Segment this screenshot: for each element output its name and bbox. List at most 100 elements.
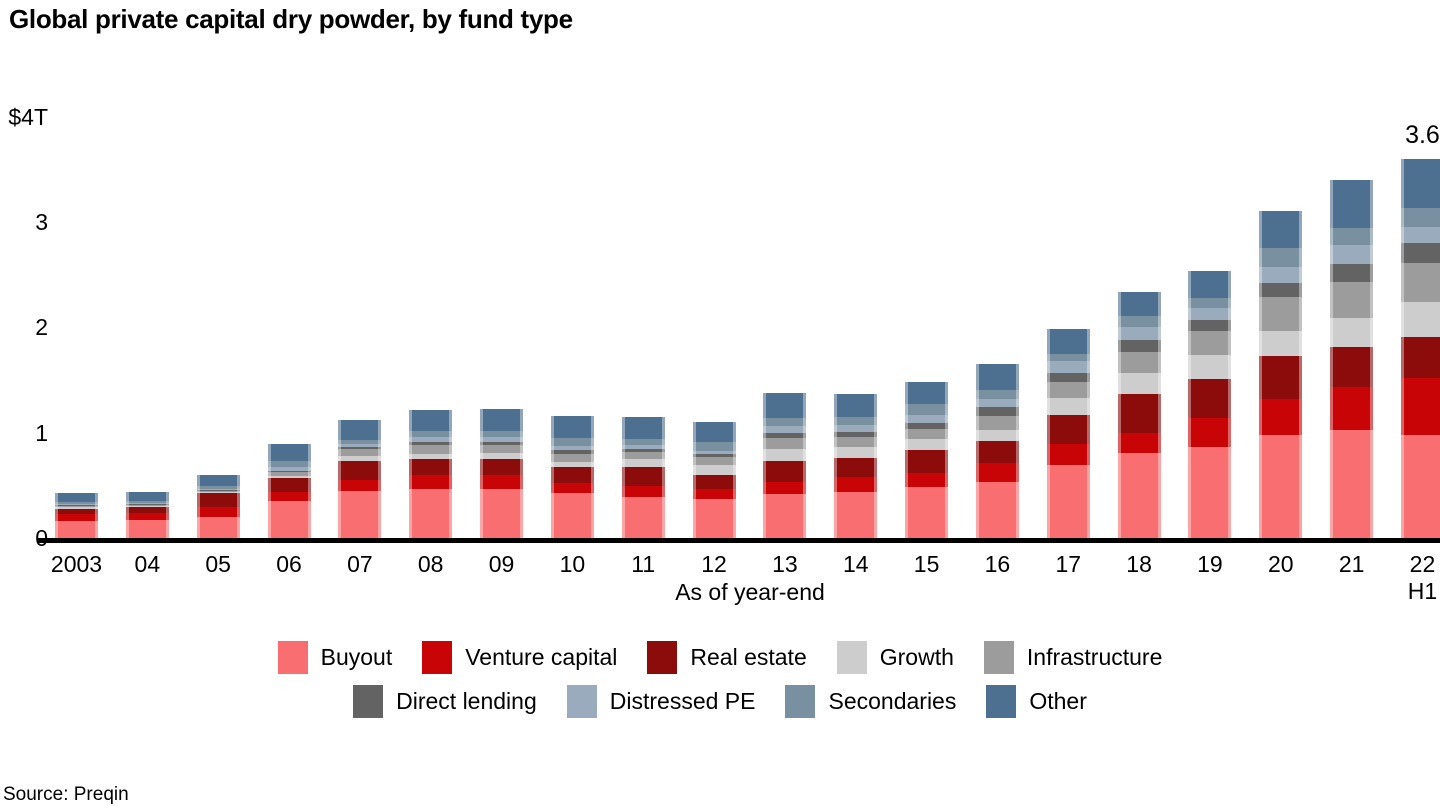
bar-segment-other: [692, 422, 736, 443]
bar-segment-direct-lending: [409, 442, 453, 446]
bar-segment-distressed-pe: [621, 445, 665, 449]
legend-item: Venture capital: [422, 641, 617, 674]
bar-segment-venture-capital: [409, 474, 453, 489]
bar-segment-growth: [621, 459, 665, 468]
legend-item: Secondaries: [785, 685, 956, 718]
bar-segment-venture-capital: [1330, 387, 1374, 430]
bar-segment-direct-lending: [1400, 243, 1440, 264]
x-tick-label: 14: [842, 551, 869, 577]
bar-segment-real-estate: [621, 467, 665, 487]
bar-segment-growth: [1400, 302, 1440, 337]
x-tick-label: 22 H1: [1382, 551, 1440, 605]
bar-segment-buyout: [196, 516, 240, 538]
bar-segment-secondaries: [196, 486, 240, 489]
bar-segment-real-estate: [409, 459, 453, 475]
legend-swatch: [983, 641, 1014, 674]
legend-row-2: Direct lending Distressed PE Secondaries Ot…: [0, 685, 1440, 718]
bar-segment-real-estate: [1400, 336, 1440, 378]
bar-segment-other: [409, 409, 453, 431]
bar-segment-distressed-pe: [1046, 361, 1090, 373]
bar-segment-venture-capital: [1400, 377, 1440, 435]
bar-segment-secondaries: [1117, 315, 1161, 328]
bar-segment-real-estate: [834, 457, 878, 477]
bar-10: [550, 415, 594, 539]
bar-05: [196, 474, 240, 539]
legend-item: Infrastructure: [983, 641, 1163, 674]
x-tick-label: 09: [488, 551, 515, 577]
bar-segment-buyout: [763, 493, 807, 538]
bar-segment-other: [1400, 158, 1440, 209]
legend-swatch: [422, 641, 453, 674]
legend-label: Distressed PE: [609, 688, 756, 714]
bar-segment-secondaries: [480, 430, 524, 437]
bar-segment-venture-capital: [550, 483, 594, 493]
x-tick-label: 07: [347, 551, 373, 577]
bar-segment-buyout: [905, 487, 949, 538]
bar-segment-secondaries: [125, 501, 169, 504]
bar-segment-growth: [1046, 397, 1090, 415]
bar-segment-other: [905, 382, 949, 405]
legend-item: Direct lending: [353, 685, 537, 718]
bar-segment-direct-lending: [1117, 340, 1161, 352]
bar-22: [1400, 158, 1440, 539]
legend-swatch: [836, 641, 867, 674]
bar-segment-distressed-pe: [1259, 267, 1303, 284]
bar-segment-growth: [905, 439, 949, 450]
bar-segment-distressed-pe: [834, 425, 878, 432]
legend-swatch: [353, 685, 384, 718]
legend-swatch: [647, 641, 678, 674]
bar-segment-real-estate: [196, 492, 240, 508]
bar-segment-buyout: [409, 488, 453, 538]
bar-segment-venture-capital: [125, 512, 169, 521]
bar-20: [1259, 210, 1303, 539]
bar-segment-secondaries: [1400, 208, 1440, 228]
bar-segment-other: [125, 491, 169, 502]
bar-segment-infrastructure: [196, 490, 240, 492]
bar-segment-infrastructure: [1188, 330, 1232, 355]
bar-segment-buyout: [834, 491, 878, 538]
legend-label: Growth: [879, 644, 954, 670]
bar-segment-secondaries: [1259, 248, 1303, 268]
bar-segment-real-estate: [1259, 355, 1303, 399]
bar-segment-buyout: [55, 521, 98, 538]
bar-segment-other: [55, 492, 98, 503]
bar-segment-infrastructure: [409, 445, 453, 454]
source-note: Source: Preqin: [3, 784, 129, 805]
bar-segment-real-estate: [763, 461, 807, 483]
legend-label: Buyout: [320, 644, 393, 670]
legend-label: Direct lending: [396, 688, 537, 714]
bar-segment-growth: [196, 491, 240, 493]
legend-label: Secondaries: [828, 688, 957, 714]
bar-segment-other: [1188, 270, 1232, 298]
bar-06: [267, 444, 311, 538]
bar-segment-other: [196, 474, 240, 487]
legend-item: Other: [986, 685, 1087, 718]
bar-segment-secondaries: [975, 389, 1019, 400]
bar-segment-growth: [1188, 354, 1232, 380]
bar-segment-distressed-pe: [550, 446, 594, 450]
bar-segment-real-estate: [1330, 347, 1374, 388]
bar-segment-direct-lending: [1259, 283, 1303, 297]
bar-18: [1117, 291, 1161, 539]
bar-11: [621, 416, 665, 539]
bar-segment-other: [1117, 291, 1161, 316]
bar-19: [1188, 270, 1232, 539]
bar-segment-direct-lending: [975, 407, 1019, 416]
legend-swatch: [785, 685, 816, 718]
bar-segment-venture-capital: [1259, 399, 1303, 435]
legend-item: Distressed PE: [566, 685, 756, 718]
bar-segment-infrastructure: [1400, 263, 1440, 303]
bar-segment-secondaries: [834, 416, 878, 426]
bar-segment-other: [267, 444, 311, 462]
bar-segment-direct-lending: [1188, 320, 1232, 331]
bar-segment-direct-lending: [621, 448, 665, 452]
bar-segment-distressed-pe: [692, 450, 736, 454]
bar-segment-real-estate: [975, 441, 1019, 464]
bar-segment-direct-lending: [692, 453, 736, 457]
legend-label: Other: [1029, 688, 1087, 714]
bar-segment-venture-capital: [834, 476, 878, 492]
bar-16: [975, 364, 1019, 538]
bar-segment-growth: [1330, 317, 1374, 348]
legend-label: Infrastructure: [1026, 644, 1163, 670]
